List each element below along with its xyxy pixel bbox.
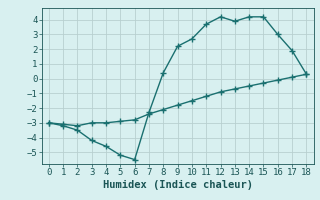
X-axis label: Humidex (Indice chaleur): Humidex (Indice chaleur): [103, 180, 252, 190]
